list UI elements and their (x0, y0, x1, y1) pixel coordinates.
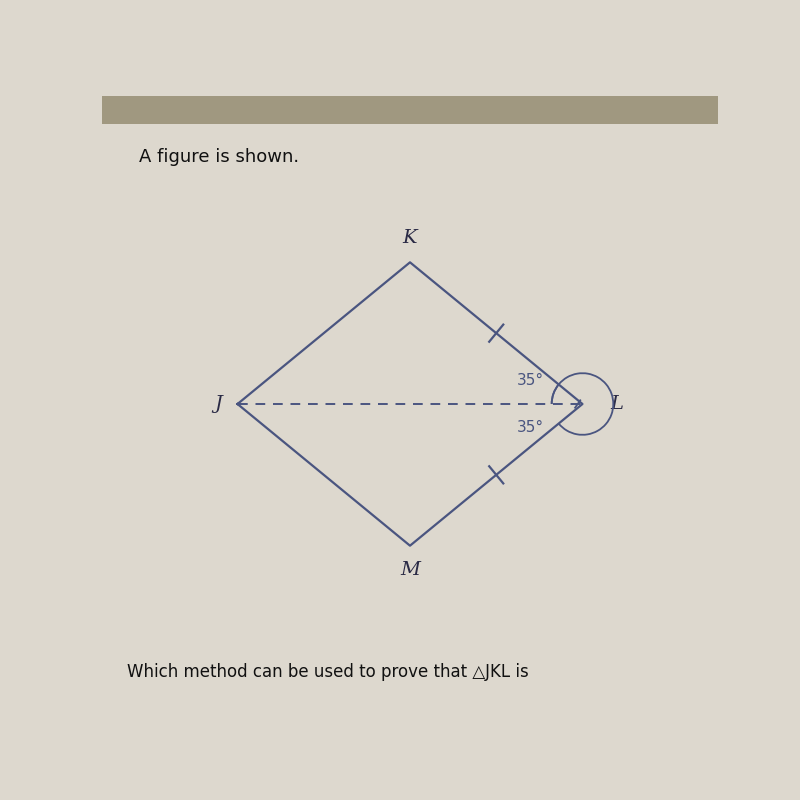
Text: M: M (400, 561, 420, 579)
Text: L: L (610, 395, 623, 413)
Text: A figure is shown.: A figure is shown. (139, 148, 299, 166)
Text: K: K (402, 229, 418, 247)
Text: 35°: 35° (517, 420, 544, 435)
Bar (102, 96, 718, 124)
Text: 35°: 35° (517, 373, 544, 388)
Text: uizzes/88885/take: uizzes/88885/take (108, 101, 259, 119)
Text: Which method can be used to prove that △JKL is: Which method can be used to prove that △… (126, 663, 528, 682)
Text: J: J (214, 395, 222, 413)
